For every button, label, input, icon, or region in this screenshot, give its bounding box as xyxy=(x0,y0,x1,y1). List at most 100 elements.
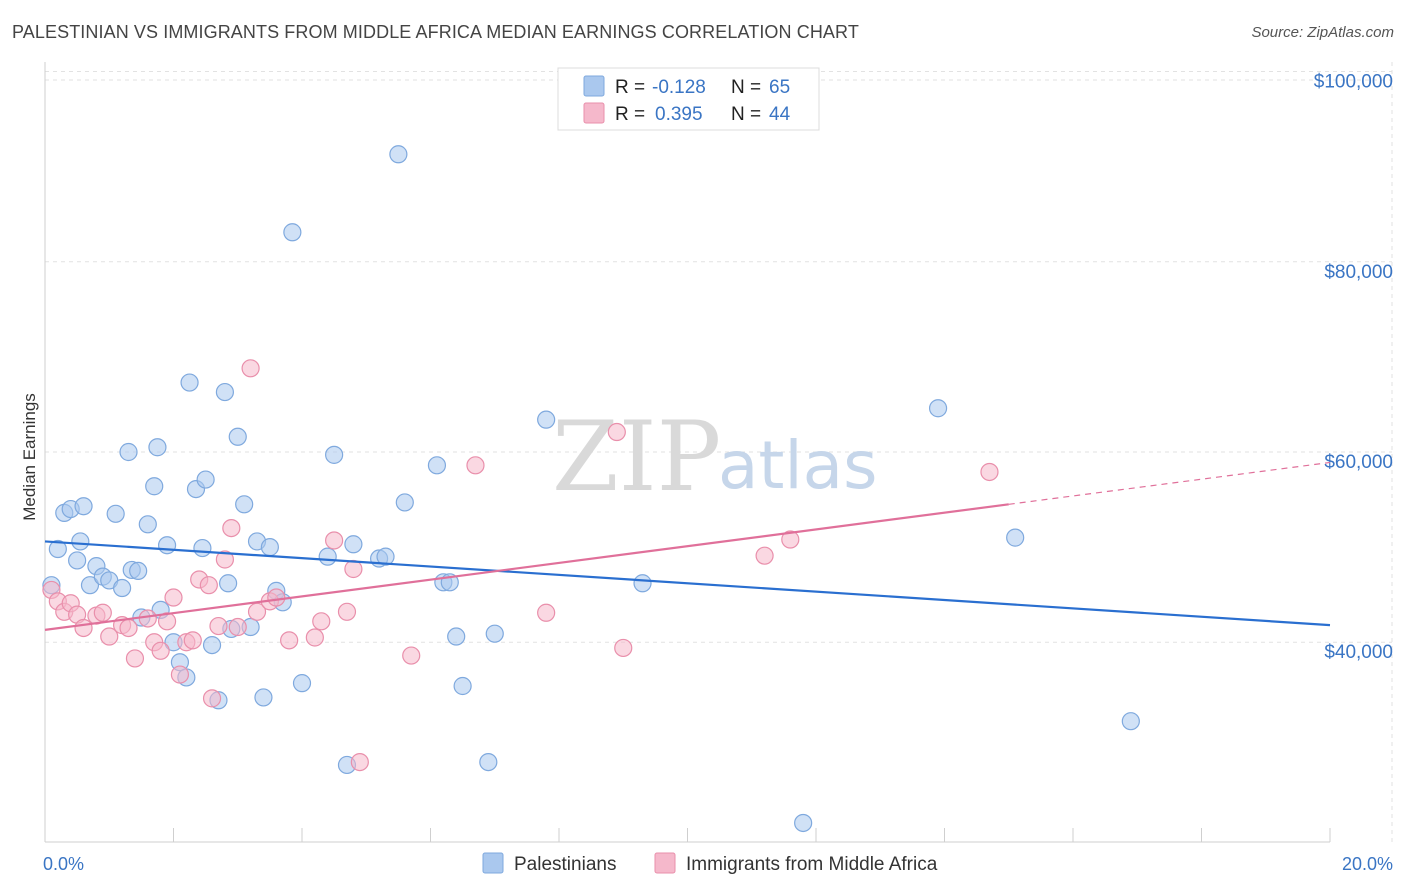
middle-africa-point-37 xyxy=(350,752,369,772)
bottom-legend: Palestinians Immigrants from Middle Afri… xyxy=(482,852,938,875)
axis-layer: $40,000 $60,000 $80,000 $100,000 0.0% 20.0% xyxy=(43,62,1393,874)
trendline-middle-africa xyxy=(44,503,1009,631)
middle-africa-point-35 xyxy=(337,602,357,621)
palestinian-point-18 xyxy=(145,477,164,496)
palestinian-point-7 xyxy=(80,576,100,595)
middle-africa-point-39 xyxy=(466,456,485,475)
palestinian-point-29 xyxy=(202,635,222,655)
middle-africa-point-45 xyxy=(980,462,999,482)
palestinian-point-17 xyxy=(138,515,157,534)
middle-africa-point-11 xyxy=(125,649,145,668)
palestinian-point-1 xyxy=(48,539,67,559)
palestinian-point-39 xyxy=(260,538,279,557)
palestinian-point-52 xyxy=(427,456,447,475)
palestinian-point-51 xyxy=(395,493,414,512)
middle-africa-point-36 xyxy=(344,559,363,579)
palestinian-point-61 xyxy=(794,813,813,833)
middle-africa-point-7 xyxy=(93,603,112,622)
middle-africa-point-5 xyxy=(74,618,93,638)
legend-n-value-1: 65 xyxy=(769,77,790,98)
y-axis-label: Median Earnings xyxy=(20,393,39,521)
palestinian-point-43 xyxy=(292,674,312,693)
palestinian-point-50 xyxy=(389,145,408,164)
palestinian-point-55 xyxy=(447,627,466,646)
middle-africa-point-24 xyxy=(215,550,234,569)
palestinian-point-63 xyxy=(1006,528,1025,547)
middle-africa-point-44 xyxy=(781,530,800,549)
palestinian-point-25 xyxy=(180,373,199,392)
palestinian-point-45 xyxy=(325,445,344,464)
palestinian-point-21 xyxy=(157,536,177,555)
palestinian-point-38 xyxy=(254,688,273,707)
middle-africa-point-16 xyxy=(164,588,183,607)
middle-africa-point-17 xyxy=(170,665,190,684)
y-tick-label-3: $100,000 xyxy=(1314,72,1393,93)
x-tick-label-0: 0.0% xyxy=(43,854,84,874)
trendline-palestinians xyxy=(44,540,1331,627)
watermark-zip: ZIP xyxy=(552,401,721,513)
palestinian-point-62 xyxy=(928,399,948,418)
points-layer xyxy=(42,145,1140,833)
watermark-atlas: atlas xyxy=(718,427,878,504)
palestinian-point-28 xyxy=(196,470,215,489)
palestinian-point-5 xyxy=(71,532,90,551)
grid-layer xyxy=(45,62,1393,842)
middle-africa-point-12 xyxy=(138,609,157,628)
y-tick-label-1: $60,000 xyxy=(1324,452,1393,473)
trend-layer xyxy=(44,461,1331,631)
palestinian-point-6 xyxy=(74,497,93,516)
legend-r-label-1: R = xyxy=(615,77,645,98)
middle-africa-point-10 xyxy=(119,618,138,638)
chart-title: PALESTINIAN VS IMMIGRANTS FROM MIDDLE AF… xyxy=(12,22,859,42)
palestinian-point-58 xyxy=(485,624,504,643)
legend-r-value-1: -0.128 xyxy=(652,77,706,98)
palestinian-point-34 xyxy=(228,427,247,446)
middle-africa-point-26 xyxy=(228,617,247,637)
middle-africa-point-38 xyxy=(402,646,421,665)
trendline-middle-africa-extension xyxy=(1008,461,1331,505)
legend-r-value-2: 0.395 xyxy=(655,104,703,125)
palestinian-point-42 xyxy=(283,223,302,242)
bottom-legend-swatch-pink xyxy=(654,852,676,874)
legend-swatch-pink xyxy=(583,102,605,124)
palestinian-point-64 xyxy=(1121,712,1140,731)
palestinian-point-4 xyxy=(68,551,87,570)
palestinian-point-11 xyxy=(106,504,125,523)
watermark: ZIP atlas xyxy=(552,401,878,513)
legend-r-label-2: R = xyxy=(615,104,645,125)
palestinian-point-60 xyxy=(633,574,652,593)
palestinian-point-32 xyxy=(219,574,238,593)
middle-africa-point-19 xyxy=(183,631,202,650)
middle-africa-point-23 xyxy=(209,616,228,636)
palestinian-point-13 xyxy=(119,442,138,462)
palestinian-point-15 xyxy=(129,561,148,581)
palestinian-point-49 xyxy=(376,547,395,566)
middle-africa-point-42 xyxy=(614,638,633,658)
middle-africa-point-22 xyxy=(202,689,222,708)
bottom-legend-palestinians: Palestinians xyxy=(514,854,616,875)
legend-n-label-2: N = xyxy=(731,104,761,125)
bottom-legend-middle-africa: Immigrants from Middle Africa xyxy=(686,854,938,875)
legend: R = -0.128 N = 65 R = 0.395 N = 44 xyxy=(557,67,820,131)
bottom-legend-swatch-blue xyxy=(482,852,504,874)
palestinian-point-47 xyxy=(344,535,363,554)
palestinian-point-12 xyxy=(112,578,132,598)
middle-africa-point-33 xyxy=(312,612,331,631)
palestinian-point-27 xyxy=(193,538,212,558)
y-tick-label-0: $40,000 xyxy=(1324,642,1393,663)
palestinian-point-56 xyxy=(453,676,472,696)
y-tick-label-2: $80,000 xyxy=(1324,262,1393,283)
legend-n-label-1: N = xyxy=(731,77,761,98)
middle-africa-point-43 xyxy=(755,546,774,565)
middle-africa-point-21 xyxy=(199,576,218,595)
source-label: Source: ZipAtlas.com xyxy=(1251,24,1394,41)
legend-swatch-blue xyxy=(583,75,605,97)
middle-africa-point-31 xyxy=(280,631,299,650)
middle-africa-point-41 xyxy=(607,422,626,442)
middle-africa-point-8 xyxy=(100,627,119,646)
middle-africa-point-14 xyxy=(151,641,170,660)
middle-africa-point-30 xyxy=(267,588,286,607)
palestinian-point-57 xyxy=(479,752,498,772)
x-tick-label-1: 20.0% xyxy=(1342,854,1393,874)
